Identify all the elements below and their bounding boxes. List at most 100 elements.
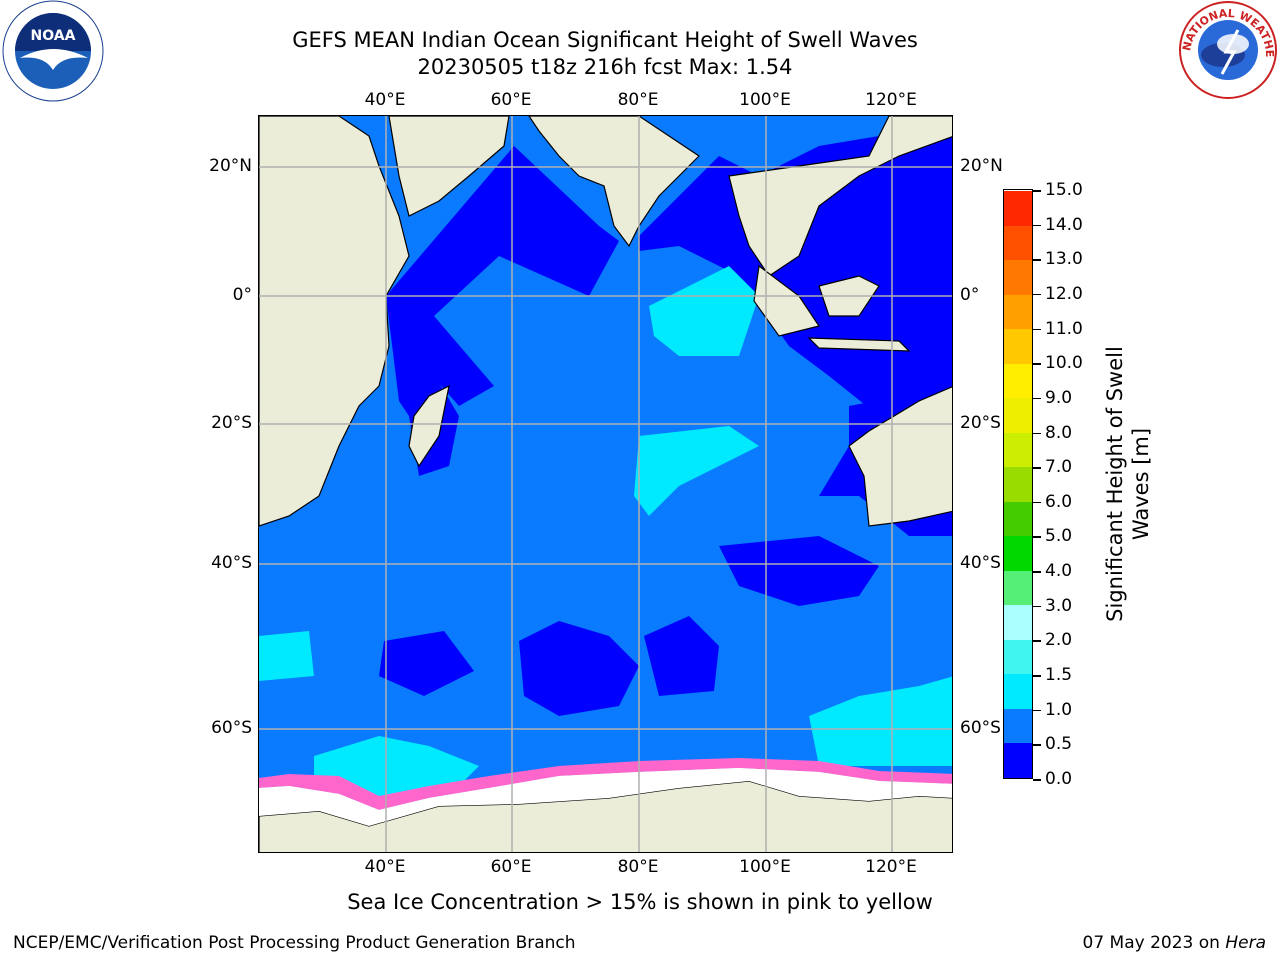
colorbar-tick-label: 13.0 (1045, 249, 1083, 270)
lat-label-right: 20°S (960, 413, 1001, 433)
land-australia (848, 386, 952, 527)
land-madagascar (408, 384, 450, 468)
colorbar-segment (1004, 673, 1032, 709)
colorbar-tick-mark (1033, 259, 1041, 261)
colorbar-segment (1004, 432, 1032, 468)
colorbar-tick-label: 8.0 (1045, 422, 1073, 443)
colorbar-tick-label: 15.0 (1045, 180, 1083, 200)
date-text: 07 May 2023 on Hera (1082, 933, 1267, 953)
land-india (528, 116, 700, 248)
colorbar-tick-mark (1033, 744, 1041, 746)
colorbar-tick-mark (1033, 709, 1041, 712)
lat-label-right: 20°N (960, 156, 1003, 176)
colorbar-segment (1004, 259, 1032, 295)
colorbar-tick-mark (1033, 779, 1041, 781)
noaa-logo: NOAA (2, 0, 104, 102)
lat-label-left: 60°S (211, 718, 252, 738)
land-southeast-asia (728, 116, 952, 277)
lon-label-bottom: 120°E (865, 857, 917, 877)
lon-label-top: 100°E (739, 90, 791, 110)
lon-label-top: 60°E (490, 90, 532, 110)
colorbar-tick-mark (1033, 501, 1041, 504)
colorbar-tick-label: 9.0 (1045, 387, 1073, 408)
colorbar-segment (1004, 708, 1032, 744)
colorbar-segment (1004, 328, 1032, 364)
low-swell-arabian-sea (386, 146, 619, 416)
colorbar-segment (1004, 639, 1032, 675)
colorbar-tick-mark (1033, 293, 1041, 296)
colorbar-tick-mark (1033, 397, 1041, 400)
chart-subtitle: 20230505 t18z 216h fcst Max: 1.54 (417, 55, 793, 79)
high-swell-west-edge (259, 631, 314, 681)
svg-text:NOAA: NOAA (31, 28, 76, 44)
lon-label-top: 40°E (364, 90, 406, 110)
swell-height-map (258, 115, 953, 853)
colorbar-tick-label: 5.0 (1045, 526, 1073, 547)
lon-label-bottom: 60°E (490, 857, 532, 877)
lat-label-right: 60°S (960, 718, 1001, 738)
colorbar-tick-mark (1033, 432, 1041, 435)
sea-ice-over-antarctica (259, 768, 952, 826)
lat-label-left: 40°S (211, 553, 252, 573)
colorbar-tick-mark (1033, 224, 1041, 227)
colorbar-tick-label: 4.0 (1045, 561, 1073, 582)
low-swell-south-east (719, 536, 879, 606)
high-swell-equatorial (649, 266, 759, 356)
colorbar-tick-label: 3.0 (1045, 595, 1073, 616)
colorbar-tick-label: 6.0 (1045, 491, 1073, 512)
lon-label-bottom: 100°E (739, 857, 791, 877)
low-swell-southern-1 (519, 621, 639, 716)
colorbar-tick-mark (1033, 467, 1041, 469)
colorbar-tick-label: 14.0 (1045, 214, 1083, 235)
colorbar-tick-mark (1033, 640, 1041, 642)
lon-label-bottom: 40°E (364, 857, 406, 877)
sea-ice-footnote: Sea Ice Concentration > 15% is shown in … (347, 890, 933, 914)
land-indonesia (753, 264, 911, 352)
chart-title: GEFS MEAN Indian Ocean Significant Heigh… (292, 28, 918, 52)
colorbar-segment (1004, 466, 1032, 502)
colorbar-segment (1004, 742, 1032, 778)
nws-logo: NATIONAL WEATHER SERVICE (1174, 0, 1278, 100)
colorbar-tick-label: 0.0 (1045, 769, 1073, 789)
colorbar-tick-mark (1033, 536, 1041, 538)
colorbar-segment (1004, 570, 1032, 606)
colorbar-tick-mark (1033, 328, 1041, 331)
lat-label-right: 0° (960, 285, 980, 305)
colorbar-tick-mark (1033, 363, 1041, 365)
high-swell-central (634, 426, 759, 516)
lon-label-top: 120°E (865, 90, 917, 110)
colorbar-tick-label: 1.0 (1045, 699, 1073, 720)
colorbar (1003, 189, 1033, 779)
colorbar-title: Significant Height of Swell Waves [m] (1103, 346, 1153, 622)
lon-label-top: 80°E (617, 90, 659, 110)
low-swell-southern-2 (644, 616, 719, 696)
colorbar-tick-label: 2.0 (1045, 630, 1073, 651)
colorbar-segment (1004, 501, 1032, 537)
land-arabia (388, 116, 510, 217)
lat-label-right: 40°S (960, 553, 1001, 573)
colorbar-segment (1004, 604, 1032, 640)
colorbar-tick-label: 10.0 (1045, 353, 1083, 374)
colorbar-segment (1004, 190, 1032, 226)
colorbar-tick-label: 11.0 (1045, 318, 1083, 339)
credit-text: NCEP/EMC/Verification Post Processing Pr… (13, 933, 576, 953)
lat-label-left: 20°N (209, 156, 252, 176)
colorbar-tick-mark (1033, 571, 1041, 573)
low-swell-mozambique (386, 296, 459, 476)
colorbar-tick-mark (1033, 190, 1041, 192)
lat-label-left: 20°S (211, 413, 252, 433)
colorbar-tick-label: 12.0 (1045, 283, 1083, 304)
lat-label-left: 0° (232, 285, 252, 305)
colorbar-tick-mark (1033, 675, 1041, 677)
colorbar-tick-label: 1.5 (1045, 665, 1073, 686)
grid-lines (259, 116, 952, 852)
colorbar-tick-mark (1033, 605, 1041, 608)
colorbar-segment (1004, 397, 1032, 433)
colorbar-segment (1004, 535, 1032, 571)
sea-ice-edge (259, 758, 952, 810)
high-swell-southeast (809, 676, 952, 766)
colorbar-segment (1004, 294, 1032, 330)
lon-label-bottom: 80°E (617, 857, 659, 877)
colorbar-tick-label: 7.0 (1045, 457, 1073, 478)
colorbar-segment (1004, 225, 1032, 261)
